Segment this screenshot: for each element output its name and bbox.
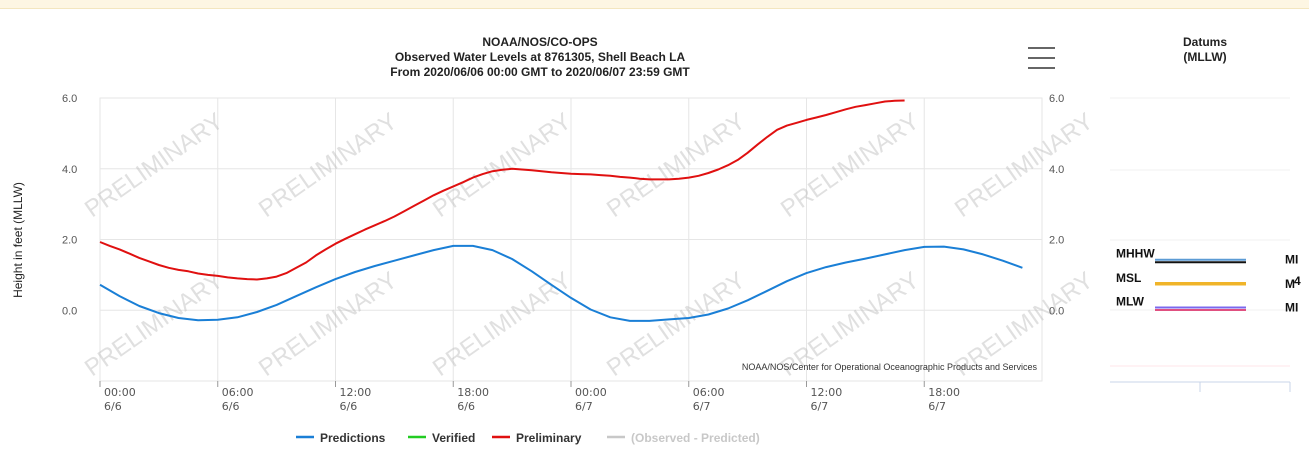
- x-tick-time: 06:00: [693, 386, 725, 399]
- x-tick-time: 12:00: [811, 386, 843, 399]
- datum-right-label: M: [1285, 277, 1295, 291]
- top-notice-banner: [0, 0, 1309, 9]
- legend-item-observed-predicted[interactable]: (Observed - Predicted): [607, 431, 760, 445]
- gridlines: [99, 97, 1043, 382]
- legend-item-preliminary[interactable]: Preliminary: [492, 431, 582, 445]
- legend-item-predictions[interactable]: Predictions: [296, 431, 386, 445]
- hamburger-menu-icon[interactable]: [1026, 44, 1056, 72]
- datums-layer: MHHW MI MSL M 4 MLW MI: [1116, 247, 1301, 315]
- chart-subtitle-range: From 2020/06/06 00:00 GMT to 2020/06/07 …: [390, 65, 690, 79]
- y-tick-label-left: 2.0: [62, 235, 77, 247]
- watermark-layer: PRELIMINARYPRELIMINARYPRELIMINARYPRELIMI…: [80, 108, 1098, 382]
- x-ticks: 00:006/606:006/612:006/618:006/600:006/7…: [99, 381, 960, 413]
- chart-title: NOAA/NOS/CO-OPS: [482, 35, 597, 49]
- datum-label-mhhw: MHHW: [1116, 247, 1155, 261]
- datum-label-mlw: MLW: [1116, 294, 1145, 308]
- watermark-text: PRELIMINARY: [776, 108, 924, 223]
- watermark-text: PRELIMINARY: [80, 267, 228, 382]
- legend-item-verified[interactable]: Verified: [408, 431, 475, 445]
- x-tick-date: 6/6: [222, 400, 240, 413]
- y-tick-label-left: 6.0: [62, 93, 77, 105]
- datums-title: Datums: [1183, 35, 1227, 49]
- x-tick-date: 6/6: [340, 400, 358, 413]
- chart-credit: NOAA/NOS/Center for Operational Oceanogr…: [742, 362, 1038, 372]
- series-line-predictions: [99, 244, 1023, 322]
- legend-label: Predictions: [320, 431, 386, 445]
- x-tick-time: 06:00: [222, 386, 254, 399]
- legend-label: Verified: [432, 431, 475, 445]
- watermark-text: PRELIMINARY: [254, 108, 402, 223]
- y-ticks-right: 6.0 4.0 2.0 0.0: [1049, 93, 1064, 317]
- datums-subtitle: (MLLW): [1183, 50, 1226, 64]
- x-tick-date: 6/7: [575, 400, 593, 413]
- datum-right-label: MI: [1285, 300, 1298, 314]
- datums-gridlines: [1110, 97, 1291, 392]
- y-ticks-left: 6.0 4.0 2.0 0.0: [62, 93, 77, 317]
- y-tick-label-right: 6.0: [1049, 93, 1064, 105]
- y-tick-label-right: 2.0: [1049, 235, 1064, 247]
- y-tick-label-left: 4.0: [62, 164, 77, 176]
- legend-label: (Observed - Predicted): [631, 431, 760, 445]
- datum-label-msl: MSL: [1116, 271, 1141, 285]
- x-tick-time: 00:00: [104, 386, 136, 399]
- watermark-text: PRELIMINARY: [602, 267, 750, 382]
- watermark-text: PRELIMINARY: [950, 108, 1098, 223]
- x-tick-date: 6/6: [104, 400, 122, 413]
- x-tick-time: 18:00: [928, 386, 960, 399]
- x-tick-time: 18:00: [457, 386, 489, 399]
- x-tick-date: 6/6: [457, 400, 475, 413]
- y-tick-label-right: 4.0: [1049, 164, 1064, 176]
- legend-label: Preliminary: [516, 431, 582, 445]
- y-axis-label: Height in feet (MLLW): [11, 182, 25, 298]
- chart-subtitle-station: Observed Water Levels at 8761305, Shell …: [395, 50, 686, 64]
- y-tick-label-right: 0.0: [1049, 305, 1064, 317]
- x-tick-time: 00:00: [575, 386, 607, 399]
- datum-right-label-extra: 4: [1294, 274, 1301, 288]
- x-tick-time: 12:00: [340, 386, 372, 399]
- x-tick-date: 6/7: [928, 400, 946, 413]
- series-layer: [99, 99, 1023, 322]
- watermark-text: PRELIMINARY: [428, 108, 576, 223]
- watermark-text: PRELIMINARY: [428, 267, 576, 382]
- datum-right-label: MI: [1285, 253, 1298, 267]
- x-tick-date: 6/7: [811, 400, 829, 413]
- watermark-text: PRELIMINARY: [80, 108, 228, 223]
- chart-legend: Predictions Verified Preliminary (Observed …: [296, 431, 760, 445]
- y-tick-label-left: 0.0: [62, 305, 77, 317]
- watermark-text: PRELIMINARY: [254, 267, 402, 382]
- x-tick-date: 6/7: [693, 400, 711, 413]
- series-line-preliminary: [99, 99, 905, 281]
